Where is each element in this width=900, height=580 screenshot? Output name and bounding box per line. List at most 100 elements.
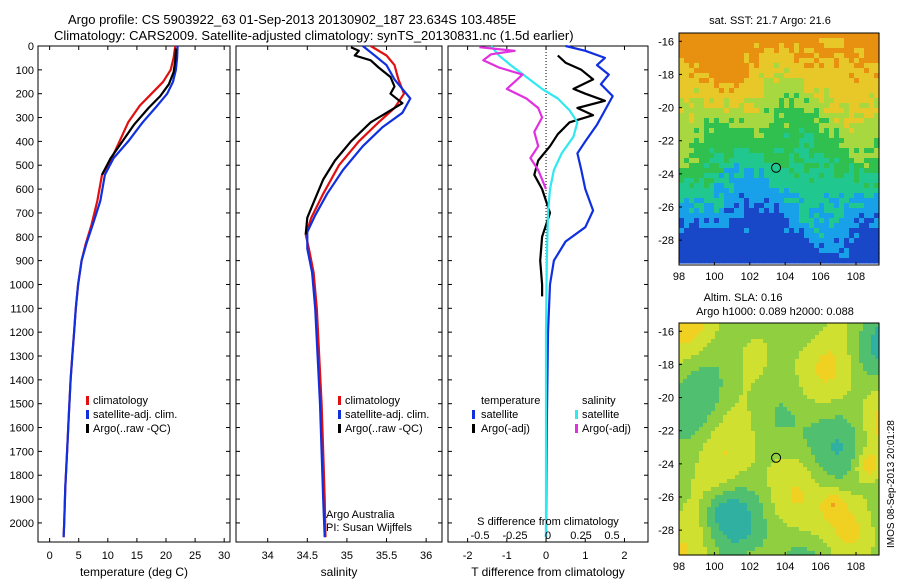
salinity-legend: climatology satellite-adj. clim. Argo(..… [338, 395, 429, 435]
map-cell [875, 523, 880, 528]
map-cell [679, 53, 685, 59]
map-cell [731, 423, 736, 428]
map-cell [767, 543, 772, 548]
map-cell [744, 103, 750, 109]
map-cell [855, 331, 860, 336]
map-cell [727, 451, 732, 456]
map-cell [795, 483, 800, 488]
map-cell [847, 543, 852, 548]
map-cell [829, 173, 835, 179]
map-cell [809, 218, 815, 224]
map-cell [863, 339, 868, 344]
map-cell [854, 143, 860, 149]
map-cell [819, 535, 824, 540]
map-cell [743, 451, 748, 456]
map-cell [699, 323, 704, 328]
map-cell [719, 113, 725, 119]
map-cell [739, 491, 744, 496]
map-cell [834, 123, 840, 129]
map-cell [779, 423, 784, 428]
map-cell [823, 411, 828, 416]
map-cell [863, 535, 868, 540]
map-cell [755, 411, 760, 416]
map-cell [839, 218, 845, 224]
map-cell [723, 435, 728, 440]
map-cell [799, 218, 805, 224]
map-cell [764, 38, 770, 44]
map-cell [727, 367, 732, 372]
map-cell [819, 327, 824, 332]
map-cell [709, 43, 715, 49]
map-cell [755, 435, 760, 440]
map-cell [751, 419, 756, 424]
map-cell [849, 193, 855, 199]
map-cell [724, 258, 730, 264]
map-cell [854, 218, 860, 224]
map-cell [764, 163, 770, 169]
map-cell [775, 383, 780, 388]
map-cell [703, 471, 708, 476]
map-cell [747, 395, 752, 400]
map-cell [783, 403, 788, 408]
map-cell [783, 495, 788, 500]
map-cell [703, 483, 708, 488]
map-cell [709, 58, 715, 64]
map-cell [687, 399, 692, 404]
map-cell [795, 323, 800, 328]
map-cell [871, 459, 876, 464]
map-cell [839, 547, 844, 552]
map-cell [699, 387, 704, 392]
map-y-tick-label: -20 [658, 103, 674, 115]
map-cell [729, 93, 735, 99]
map-cell [735, 387, 740, 392]
map-cell [774, 233, 780, 239]
map-cell [815, 407, 820, 412]
map-cell [815, 467, 820, 472]
map-cell [763, 523, 768, 528]
map-cell [839, 439, 844, 444]
map-cell [831, 431, 836, 436]
map-cell [739, 427, 744, 432]
map-cell [774, 238, 780, 244]
map-cell [855, 447, 860, 452]
map-cell [723, 387, 728, 392]
map-cell [844, 63, 850, 69]
map-cell [789, 168, 795, 174]
difference-panel: -2 -1 0 1 2 S difference from climatology -0… [447, 44, 649, 579]
map-cell [839, 471, 844, 476]
map-cell [723, 343, 728, 348]
map-cell [823, 447, 828, 452]
map-cell [829, 78, 835, 84]
map-cell [779, 103, 785, 109]
map-cell [703, 491, 708, 496]
map-cell [715, 511, 720, 516]
map-cell [811, 327, 816, 332]
map-cell [743, 527, 748, 532]
map-cell [819, 443, 824, 448]
map-cell [683, 531, 688, 536]
map-cell [823, 343, 828, 348]
map-cell [803, 431, 808, 436]
map-cell [847, 467, 852, 472]
map-cell [809, 213, 815, 219]
map-cell [783, 419, 788, 424]
map-cell [863, 515, 868, 520]
map-cell [739, 507, 744, 512]
map-cell [683, 327, 688, 332]
map-cell [835, 323, 840, 328]
map-cell [867, 439, 872, 444]
map-cell [799, 439, 804, 444]
map-cell [771, 391, 776, 396]
map-cell [694, 43, 700, 49]
map-cell [799, 391, 804, 396]
map-cell [799, 193, 805, 199]
map-cell [679, 427, 684, 432]
map-cell [831, 535, 836, 540]
map-cell [743, 391, 748, 396]
map-cell [779, 475, 784, 480]
map-cell [683, 499, 688, 504]
map-cell [794, 113, 800, 119]
map-cell [807, 351, 812, 356]
legend-swatch-s-argo [575, 424, 578, 433]
map-cell [815, 335, 820, 340]
